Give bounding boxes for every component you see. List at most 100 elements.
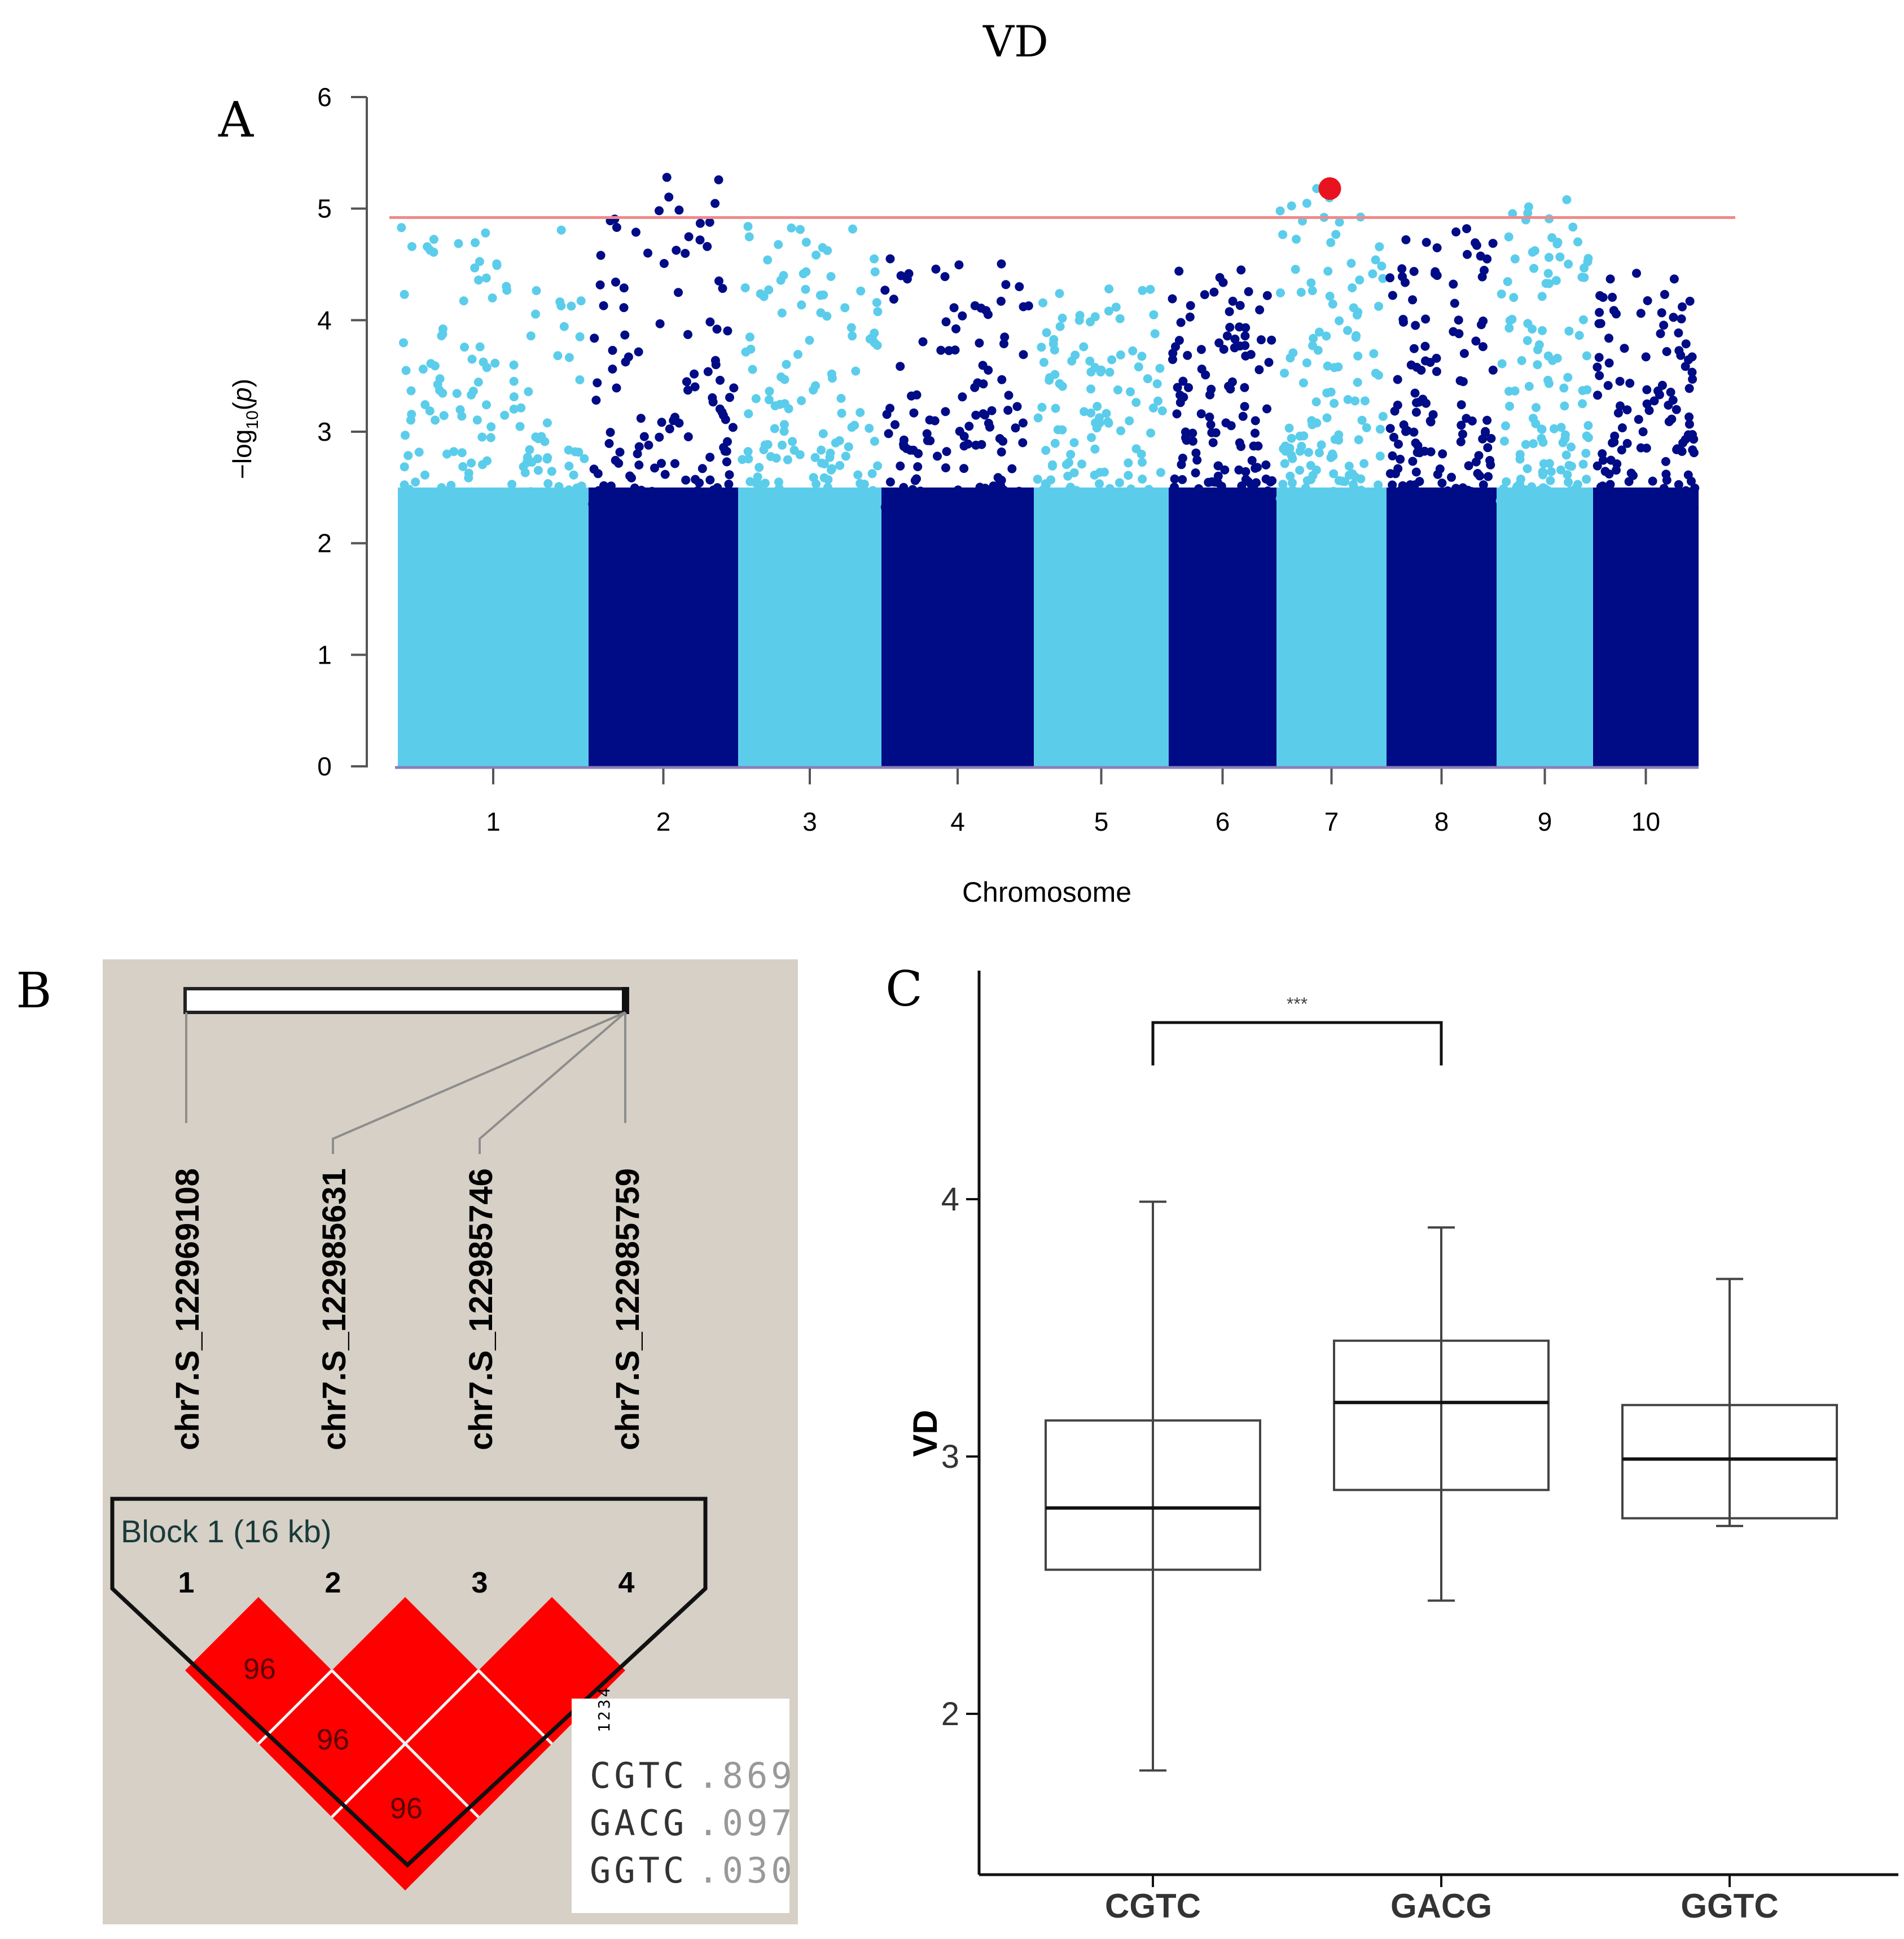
snp-point <box>1265 505 1274 515</box>
snp-point <box>1420 502 1430 512</box>
snp-point <box>1204 500 1213 510</box>
snp-point <box>912 474 921 484</box>
snp-point <box>492 261 502 270</box>
snp-point <box>744 409 753 419</box>
snp-point <box>979 379 988 389</box>
snp-point <box>1451 227 1461 236</box>
haplotype-table-bg <box>572 1699 789 1913</box>
snp-point <box>486 433 495 442</box>
snp-point <box>1090 444 1100 454</box>
snp-point <box>580 454 589 463</box>
snp-point <box>1538 483 1548 493</box>
snp-point <box>1604 470 1614 479</box>
snp-point <box>1564 260 1573 269</box>
snp-point <box>655 432 664 442</box>
snp-point <box>599 481 608 490</box>
snp-point <box>1360 396 1370 406</box>
snp-point <box>788 437 797 446</box>
snp-point <box>925 436 935 445</box>
snp-point <box>1593 499 1603 508</box>
snp-point <box>1458 377 1468 387</box>
snp-point <box>779 271 788 280</box>
snp-point <box>1288 485 1297 495</box>
snp-point <box>744 232 754 242</box>
ld-block-label: Block 1 (16 kb) <box>121 1514 332 1549</box>
snp-point <box>596 251 606 260</box>
snp-point <box>1033 413 1043 423</box>
snp-point <box>403 451 413 460</box>
snp-point <box>1090 505 1099 514</box>
snp-point <box>1227 489 1236 498</box>
chromosome-4-band <box>881 487 1034 766</box>
snp-point <box>795 503 805 512</box>
snp-point <box>964 422 974 431</box>
snp-point <box>1087 433 1096 442</box>
snp-point <box>464 468 473 478</box>
snp-point <box>485 502 494 511</box>
snp-point <box>1301 483 1310 493</box>
snp-point <box>1478 342 1488 352</box>
snp-point <box>591 396 601 405</box>
snp-point <box>817 445 826 455</box>
snp-point <box>870 267 880 277</box>
snp-point <box>754 463 764 472</box>
snp-point <box>569 470 578 480</box>
snp-point <box>1428 410 1438 419</box>
snp-point <box>1159 493 1168 503</box>
snp-point <box>1389 432 1398 442</box>
snp-point <box>1564 326 1574 336</box>
snp-label-4: chr7.S_122985759 <box>609 1168 646 1450</box>
snp-point <box>899 440 909 449</box>
snp-point <box>411 477 420 487</box>
snp-point <box>1314 327 1324 337</box>
x-tick-label: 3 <box>802 807 817 836</box>
snp-point <box>1185 312 1195 322</box>
snp-point <box>1317 440 1326 450</box>
snp-point <box>577 497 587 506</box>
snp-point <box>1687 352 1697 362</box>
snp-point <box>1072 497 1081 507</box>
snp-point <box>1573 237 1582 247</box>
snp-point <box>431 488 440 497</box>
snp-point <box>1261 492 1270 502</box>
snp-point <box>1425 358 1435 367</box>
snp-point <box>1582 385 1592 394</box>
snp-point <box>818 429 828 438</box>
snp-point <box>1200 290 1209 300</box>
snp-point <box>705 453 715 462</box>
snp-point <box>959 464 969 473</box>
snp-point <box>513 498 523 507</box>
snp-point <box>1661 470 1671 479</box>
manhattan-x-label: Chromosome <box>962 876 1131 908</box>
snp-point <box>894 490 904 499</box>
snp-point <box>1315 498 1325 508</box>
snp-point <box>1206 488 1216 497</box>
snp-point <box>1672 405 1681 414</box>
snp-point <box>1673 444 1682 454</box>
manhattan-y-label: −log10(p) <box>227 379 262 479</box>
snp-point <box>846 505 856 515</box>
snp-point <box>744 505 753 515</box>
snp-point <box>1394 440 1403 449</box>
snp-point <box>748 365 757 374</box>
snp-point <box>1555 252 1565 262</box>
snp-point <box>1524 381 1534 391</box>
snp-point <box>1598 449 1607 458</box>
snp-point <box>502 286 512 295</box>
snp-point <box>401 366 411 375</box>
snp-point <box>1560 434 1570 444</box>
snp-index-4: 4 <box>618 1567 635 1599</box>
snp-point <box>1564 460 1574 470</box>
snp-point <box>1471 336 1481 346</box>
snp-point <box>1116 426 1126 436</box>
snp-point <box>1286 353 1295 363</box>
snp-point <box>936 345 946 355</box>
snp-point <box>695 478 704 488</box>
snp-point <box>1531 419 1541 428</box>
snp-point <box>406 500 415 510</box>
snp-point <box>1152 379 1162 389</box>
x-tick-label: 6 <box>1216 807 1230 836</box>
snp-point <box>1157 406 1167 415</box>
manhattan-x-ticks: 1 2 3 4 5 6 7 8 9 10 <box>486 769 1660 836</box>
snp-point <box>868 486 878 495</box>
